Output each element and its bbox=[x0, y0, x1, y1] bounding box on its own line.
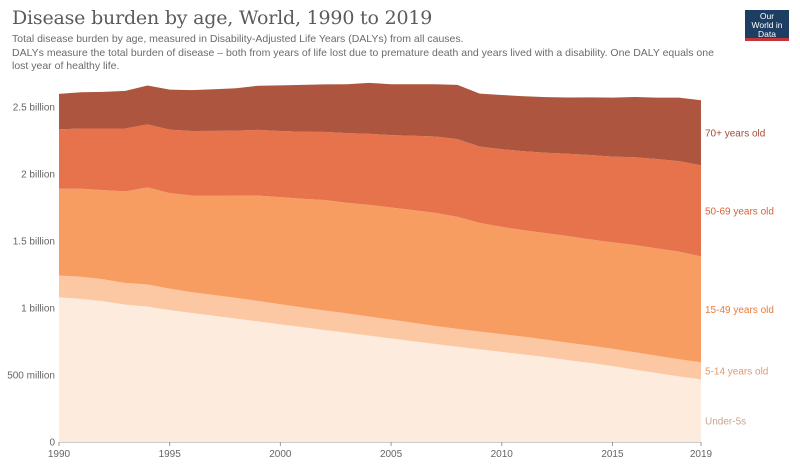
x-tick-label: 2010 bbox=[491, 449, 514, 460]
series-label: 50-69 years old bbox=[705, 206, 774, 217]
series-label: 70+ years old bbox=[705, 128, 765, 139]
logo-accent-bar bbox=[745, 38, 789, 41]
area-70-years-old[interactable] bbox=[59, 82, 701, 166]
chart-title: Disease burden by age, World, 1990 to 20… bbox=[12, 7, 433, 29]
area-5-14-years-old[interactable] bbox=[59, 275, 701, 380]
subtitle-line-2: DALYs measure the total burden of diseas… bbox=[12, 46, 714, 73]
area-15-49-years-old[interactable] bbox=[59, 187, 701, 363]
owid-logo[interactable]: Our World in Data bbox=[745, 10, 789, 40]
series-labels: Under-5s 5-14 years old 15-49 years old 50-… bbox=[705, 128, 774, 427]
x-tick-label: 2000 bbox=[269, 449, 292, 460]
chart-subtitle: Total disease burden by age, measured in… bbox=[12, 33, 732, 74]
x-tick-label: 2015 bbox=[601, 449, 624, 460]
area-under-5s[interactable] bbox=[59, 297, 701, 442]
area-50-69-years-old[interactable] bbox=[59, 124, 701, 257]
x-tick-label: 2005 bbox=[380, 449, 403, 460]
y-tick-label: 500 million bbox=[7, 371, 55, 382]
subtitle-line-1: Total disease burden by age, measured in… bbox=[12, 33, 464, 45]
y-tick-label: 0 bbox=[49, 438, 55, 449]
x-tick-label: 1995 bbox=[159, 449, 182, 460]
y-tick-label: 1 billion bbox=[21, 304, 55, 315]
y-tick-label: 2.5 billion bbox=[13, 103, 55, 114]
series-label: 5-14 years old bbox=[705, 366, 768, 377]
axes: 0 500 million 1 billion 1.5 billion 2 billio… bbox=[7, 103, 712, 461]
x-tick-label: 2019 bbox=[690, 449, 713, 460]
y-tick-label: 1.5 billion bbox=[13, 237, 55, 248]
x-tick-label: 1990 bbox=[48, 449, 71, 460]
series-label: 15-49 years old bbox=[705, 305, 774, 316]
series-areas bbox=[59, 82, 701, 442]
logo-text: Our World in Data bbox=[751, 10, 783, 39]
y-tick-label: 2 billion bbox=[21, 170, 55, 181]
series-label: Under-5s bbox=[705, 417, 746, 428]
